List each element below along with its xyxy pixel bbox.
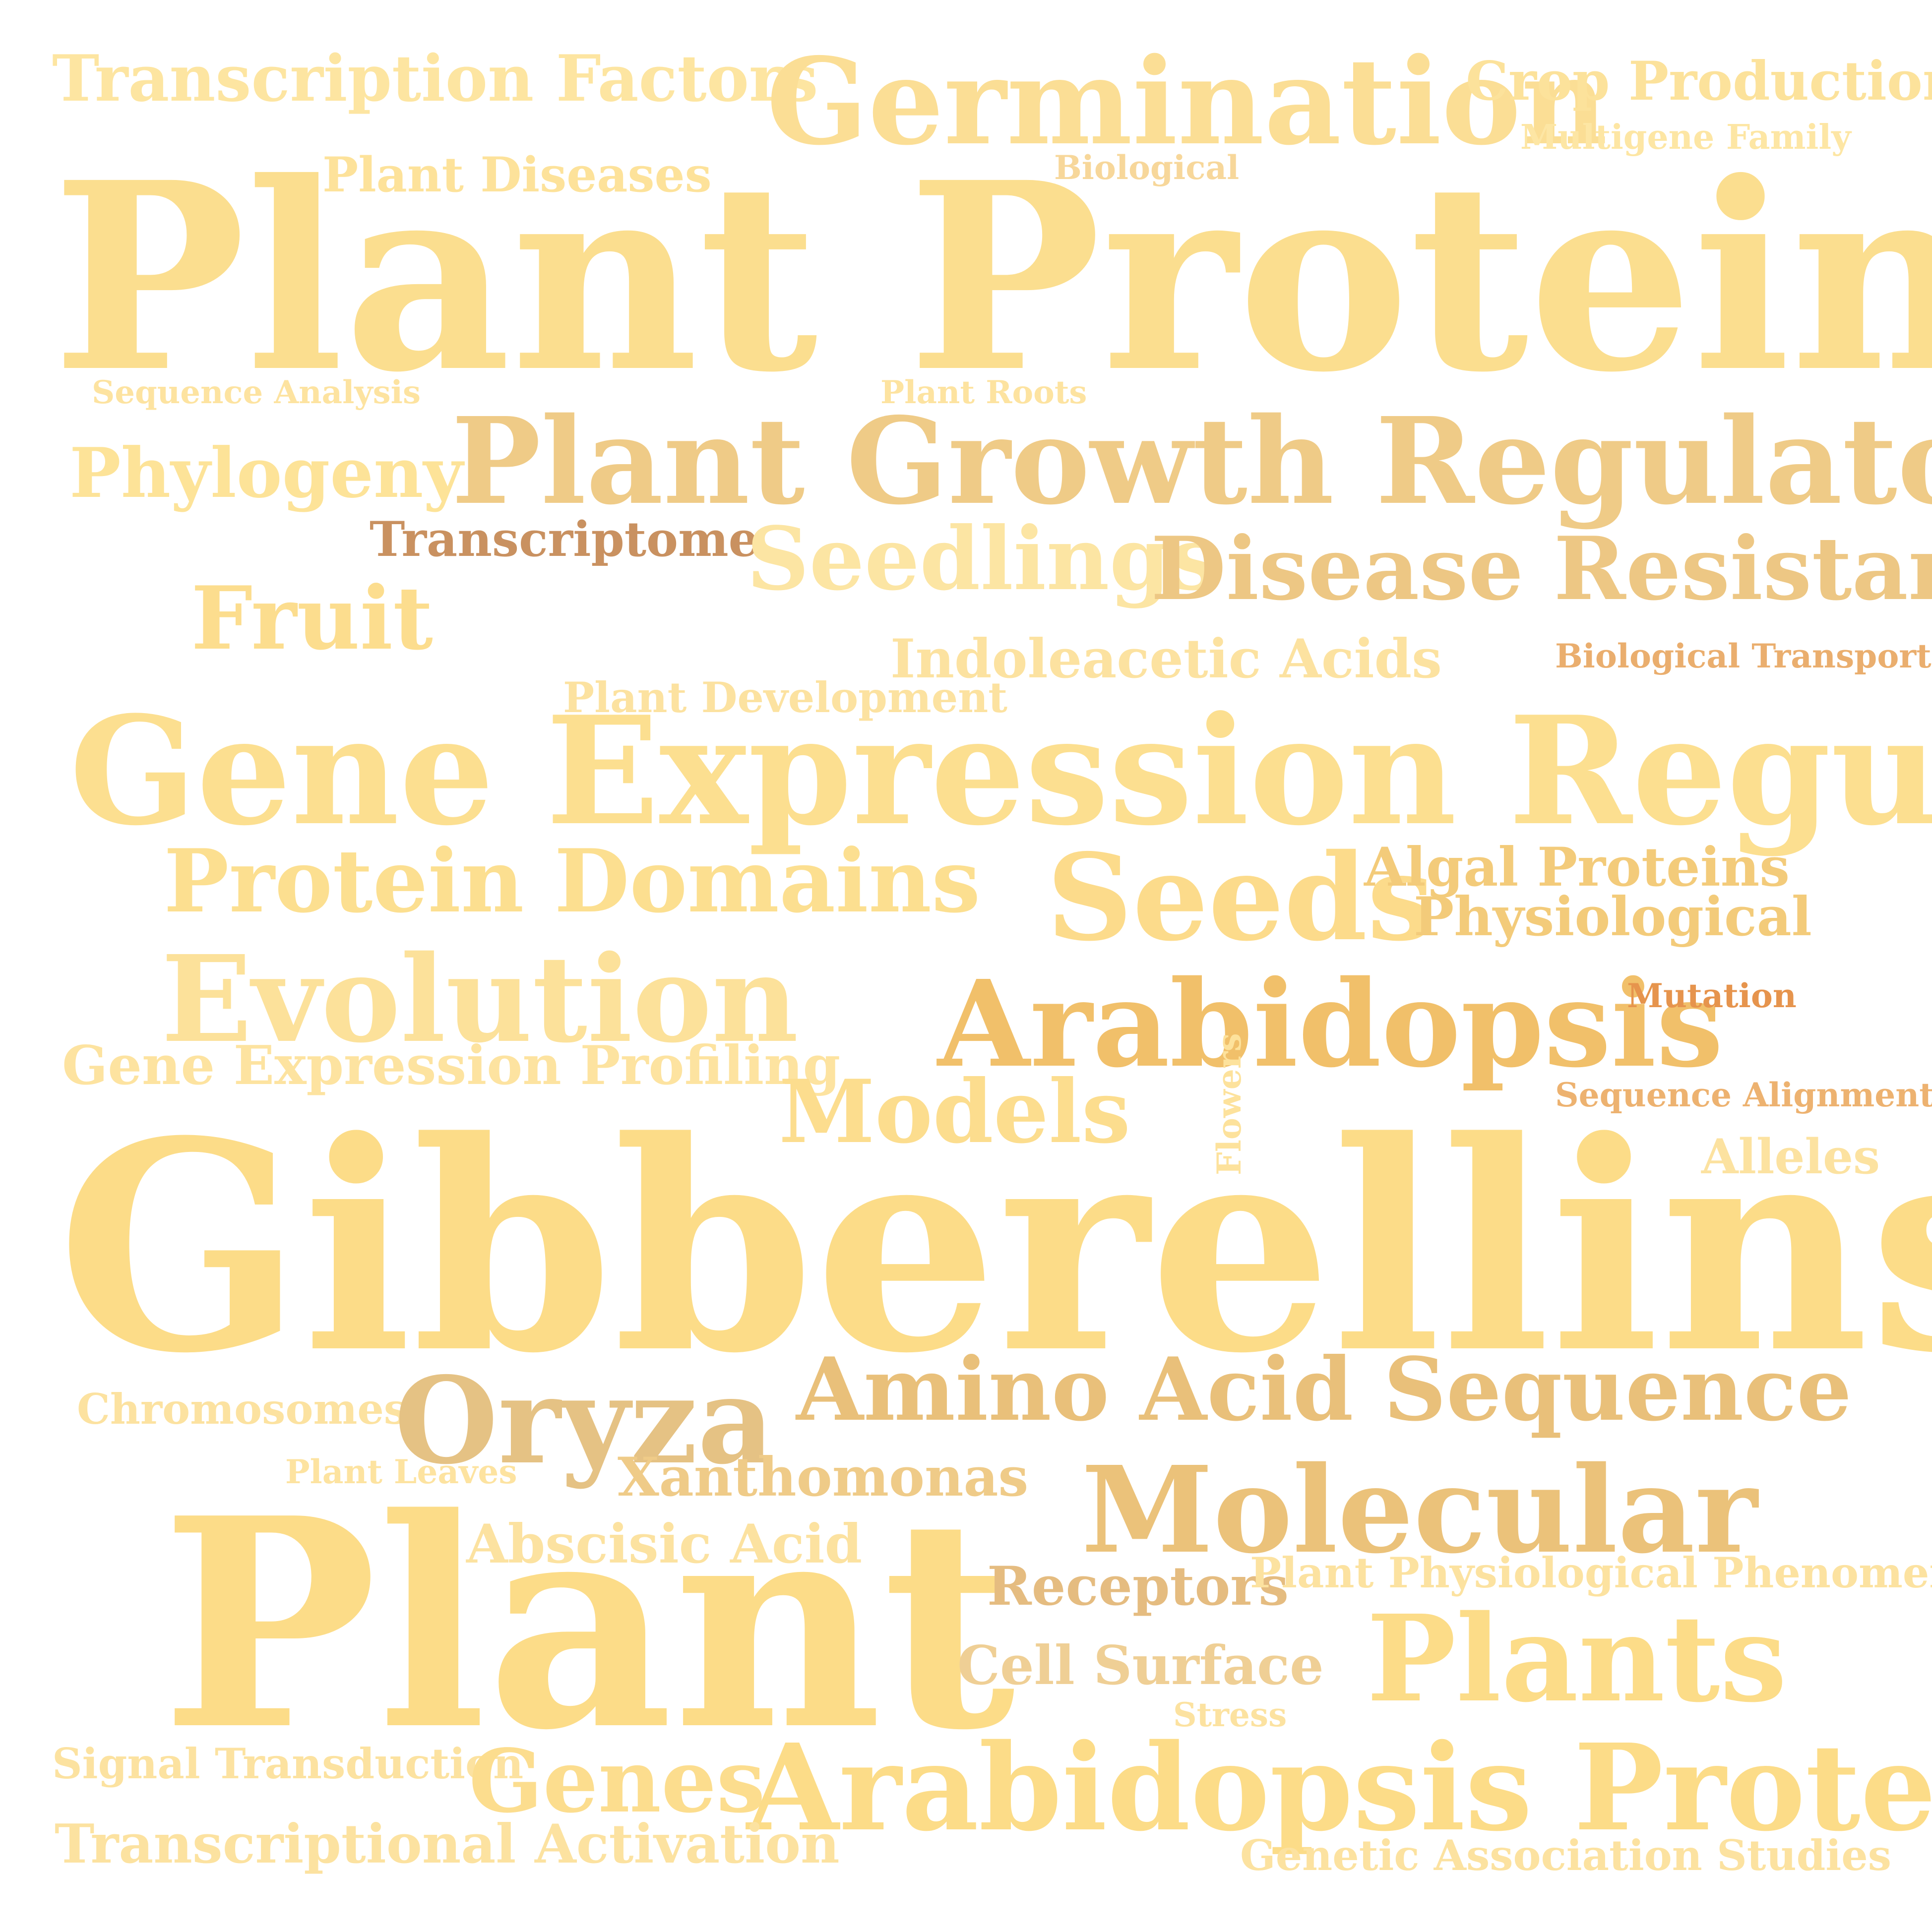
word-stress: Stress <box>1173 1695 1287 1734</box>
word-germination: Germination <box>766 32 1608 172</box>
word-plant-physiological-phenomena: Plant Physiological Phenomena <box>1250 1548 1932 1597</box>
word-models: Models <box>779 1061 1131 1163</box>
word-disease-resistance: Disease Resistance <box>1151 518 1932 620</box>
word-phylogeny: Phylogeny <box>69 432 463 513</box>
word-receptors: Receptors <box>987 1555 1289 1618</box>
word-biological: Biological <box>1054 148 1240 187</box>
word-molecular: Molecular <box>1081 1440 1758 1580</box>
word-biological-transport: Biological Transport <box>1555 637 1932 675</box>
word-gene-expression-regulation: Gene Expression Regulation <box>69 683 1932 858</box>
word-gene-expression-profiling: Gene Expression Profiling <box>62 1034 841 1097</box>
word-genes: Genes <box>469 1731 765 1832</box>
word-abscisic-acid: Abscisic Acid <box>466 1513 863 1575</box>
word-plants: Plants <box>1367 1589 1787 1729</box>
word-xanthomonas: Xanthomonas <box>618 1446 1029 1509</box>
word-plant-diseases: Plant Diseases <box>322 147 712 203</box>
word-arabidopsis: Arabidopsis <box>937 954 1724 1094</box>
word-multigene-family: Multigene Family <box>1520 118 1851 157</box>
word-plant-proteins: Plant Proteins <box>52 126 1932 429</box>
word-transcription-factors: Transcription Factors <box>52 42 818 116</box>
word-crop-production: Crop Production <box>1466 50 1932 113</box>
word-cell-surface: Cell Surface <box>957 1634 1324 1697</box>
word-gibberellins: Gibberellins <box>57 1078 1932 1416</box>
word-plant-roots: Plant Roots <box>880 374 1087 411</box>
word-chromosomes: Chromosomes <box>77 1385 408 1434</box>
word-fruit: Fruit <box>191 568 433 669</box>
word-arabidopsis-proteins: Arabidopsis Proteins <box>747 1718 1932 1858</box>
word-genetic-association-studies: Genetic Association Studies <box>1240 1831 1892 1880</box>
word-indoleacetic-acids: Indoleacetic Acids <box>890 628 1442 690</box>
word-evolution: Evolution <box>161 929 799 1069</box>
word-protein-domains: Protein Domains <box>164 831 981 932</box>
word-plant: Plant <box>161 1455 1015 1793</box>
word-transcriptional-activation: Transcriptional Activation <box>55 1813 840 1875</box>
word-physiological: Physiological <box>1414 886 1812 948</box>
word-plant-growth-regulators: Plant Growth Regulators <box>451 391 1932 531</box>
word-mutation: Mutation <box>1627 976 1797 1015</box>
word-seeds: Seeds <box>1047 828 1434 967</box>
word-algal-proteins: Algal Proteins <box>1364 836 1790 899</box>
word-oryza: Oryza <box>394 1351 775 1491</box>
word-seedlings: Seedlings <box>747 508 1219 610</box>
word-transcriptome: Transcriptome <box>370 511 759 567</box>
word-sequence-analysis: Sequence Analysis <box>92 374 421 411</box>
word-signal-transduction: Signal Transduction <box>52 1739 524 1788</box>
word-sequence-alignment: Sequence Alignment <box>1555 1076 1932 1114</box>
word-alleles: Alleles <box>1701 1129 1880 1185</box>
word-plant-development: Plant Development <box>563 673 1008 722</box>
word-amino-acid-sequence: Amino Acid Sequence <box>796 1339 1852 1441</box>
word-plant-leaves: Plant Leaves <box>285 1452 517 1491</box>
